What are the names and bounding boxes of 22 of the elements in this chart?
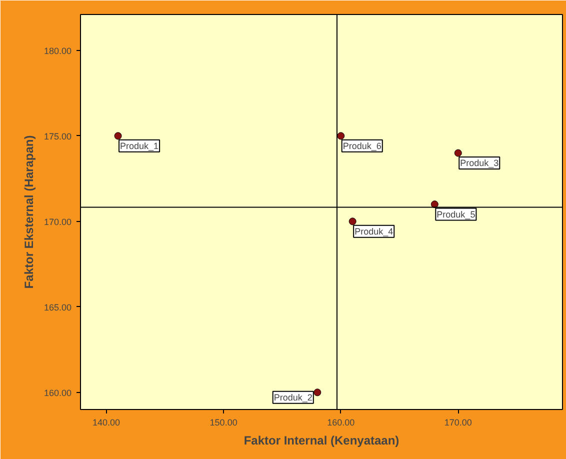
point	[114, 132, 122, 140]
annotation: Produk_5	[436, 209, 476, 220]
x-tick-label: 140.00	[92, 418, 120, 428]
y-tick-label: 175.00	[44, 131, 72, 142]
annotation: Produk_4	[354, 226, 394, 236]
y-tick-label: 165.00	[44, 302, 72, 312]
y-tick-label: 170.00	[44, 216, 72, 227]
point	[348, 218, 356, 226]
x-tick-label: 170.00	[444, 418, 472, 428]
y-tick-label: 180.00	[44, 46, 72, 56]
y-axis-title: Faktor Eksternal (Harapan)	[22, 135, 36, 289]
point	[454, 149, 462, 157]
point	[314, 388, 322, 396]
annotation: Produk_1	[120, 140, 159, 151]
point	[337, 132, 345, 140]
x-tick-label: 150.00	[210, 418, 238, 428]
annotation: Produk_6	[342, 140, 382, 151]
y-tick-label: 160.00	[44, 388, 72, 398]
annotation: Produk_3	[460, 158, 499, 168]
x-tick-label: 160.00	[327, 418, 355, 428]
x-axis-title: Faktor Internal (Kenyataan)	[244, 434, 400, 448]
annotation: Produk_2	[274, 392, 312, 402]
